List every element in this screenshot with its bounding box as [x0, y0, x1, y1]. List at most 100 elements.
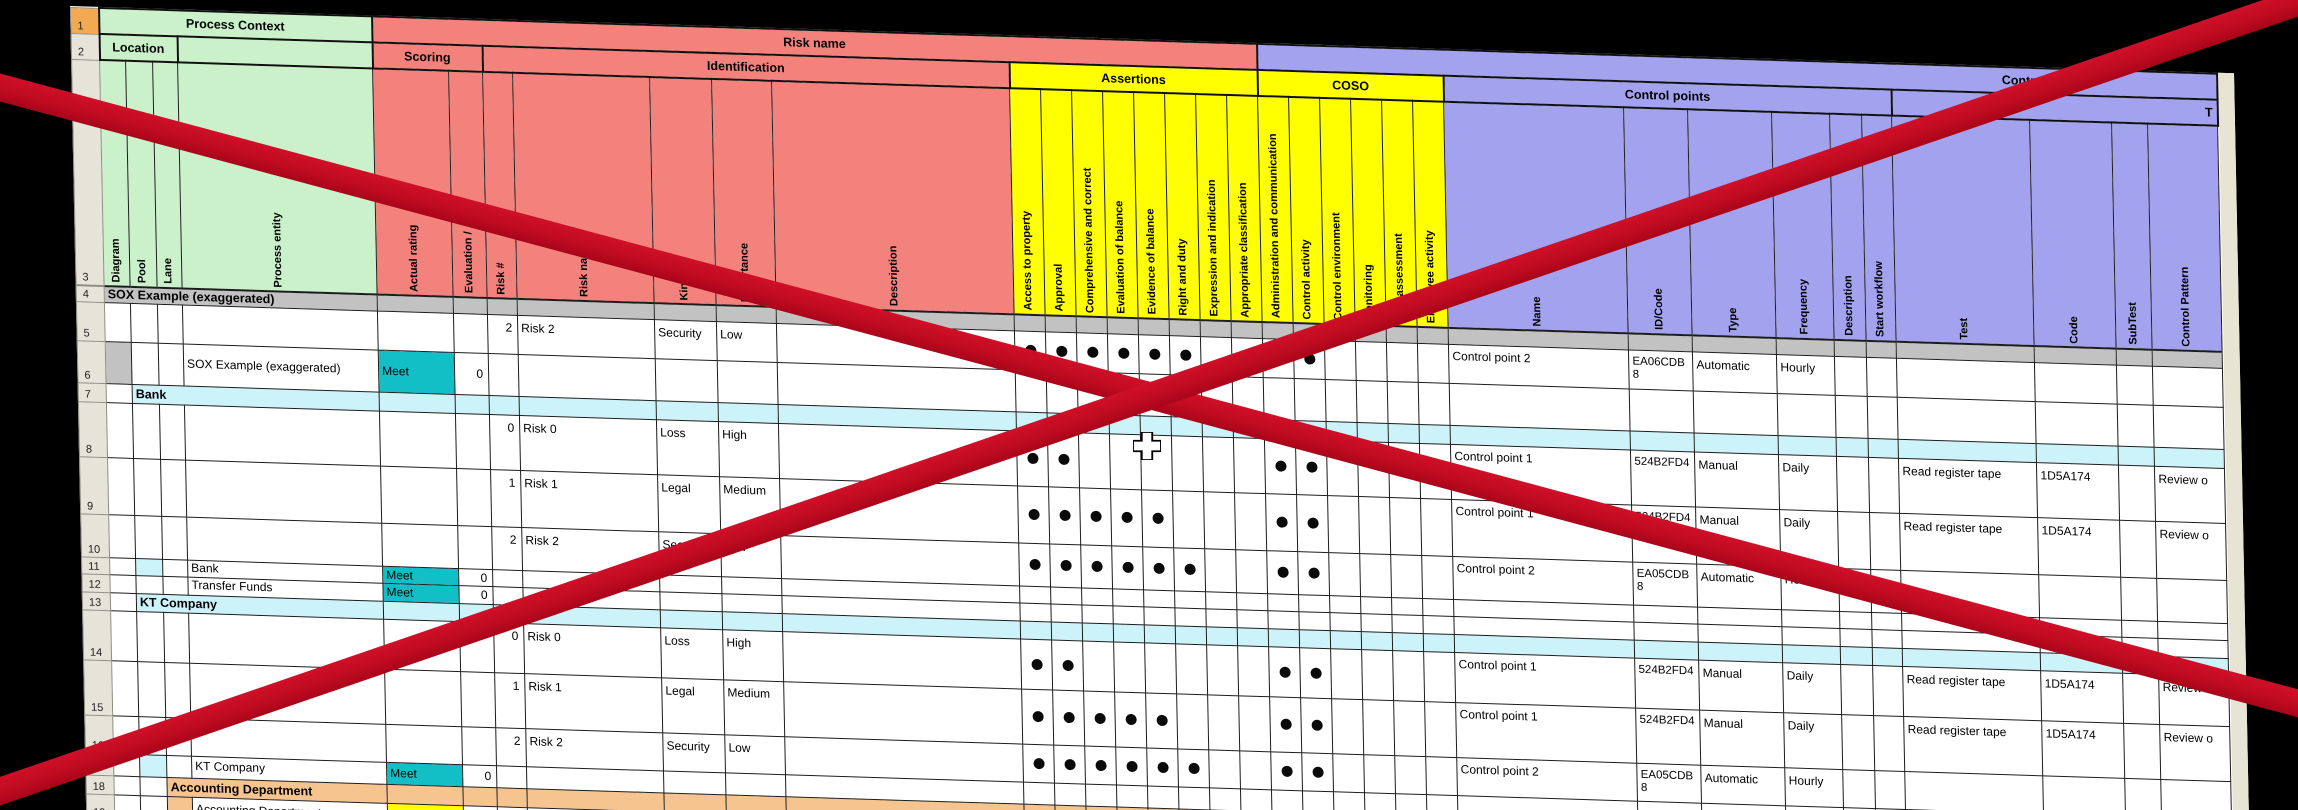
cell-r14-assertion-7[interactable]	[1206, 644, 1239, 696]
cell-r12-importance[interactable]	[721, 593, 783, 614]
cell-r14-lane[interactable]	[163, 611, 190, 663]
cell-r10-entity[interactable]	[186, 516, 383, 566]
cell-r8-entity[interactable]	[184, 404, 381, 466]
cell-r4-a5[interactable]	[1138, 318, 1170, 336]
col-header-control_points-3[interactable]: Frequency	[1771, 111, 1835, 340]
cell-r7-subtest[interactable]	[2118, 445, 2155, 466]
cell-r16-assertion-8[interactable]	[1239, 750, 1272, 790]
cell-r17-lane[interactable]	[166, 754, 192, 778]
cell-r6-cpfreq[interactable]	[1777, 393, 1837, 437]
row-number-12[interactable]: 12	[81, 573, 111, 593]
cell-r4-a7[interactable]	[1200, 320, 1232, 338]
col-header-assertions-2[interactable]: Comprehensive and correct	[1071, 90, 1108, 318]
cell-r6-c5[interactable]	[1387, 380, 1420, 424]
cell-r19-eval[interactable]: 0	[463, 805, 498, 810]
cell-r17-cpid[interactable]	[1637, 800, 1703, 810]
cell-r9-coso-2[interactable]	[1296, 494, 1329, 553]
cell-r10-eval[interactable]	[457, 525, 493, 570]
cell-r11-a8[interactable]	[1236, 592, 1269, 611]
cell-r18-a1[interactable]	[1023, 803, 1056, 810]
col-header-test-1[interactable]: Code	[2029, 119, 2117, 349]
cell-r10-lane[interactable]	[161, 515, 188, 560]
cell-r6-subtest[interactable]	[2117, 403, 2155, 447]
cell-r19-risknum[interactable]	[497, 806, 528, 810]
cell-r6-eval[interactable]: 0	[454, 351, 490, 396]
cell-r11-a4[interactable]	[1112, 588, 1144, 607]
cell-r13-importance[interactable]	[722, 611, 783, 632]
cell-r12-pool[interactable]	[135, 575, 164, 594]
cell-r15-coso-1[interactable]	[1269, 696, 1302, 753]
cell-r8-cpdesc[interactable]	[1836, 455, 1870, 512]
cell-r11-importance[interactable]	[721, 576, 782, 596]
cell-r5-entity[interactable]	[182, 304, 379, 350]
cell-r4-cpid[interactable]	[1628, 333, 1693, 352]
cell-r14-cpid[interactable]: 524B2FD4	[1634, 657, 1700, 710]
cell-r12-a3[interactable]	[1081, 604, 1114, 624]
cell-r13-a3[interactable]	[1082, 622, 1114, 642]
cell-r15-cpfreq[interactable]: Daily	[1783, 712, 1843, 770]
col-header-assertions-6[interactable]: Expression and indication	[1195, 93, 1232, 322]
cell-r11-a6[interactable]	[1174, 590, 1206, 609]
cell-r12-startwf[interactable]	[1872, 629, 1903, 648]
col-header-assertions-7[interactable]: Appropriate classification	[1226, 94, 1263, 323]
cell-r13-c3[interactable]	[1330, 630, 1362, 650]
cell-r5-cptype[interactable]: Automatic	[1692, 351, 1778, 394]
cell-r5-cpdesc[interactable]	[1834, 355, 1868, 396]
cell-r5-coso-5[interactable]	[1386, 341, 1419, 382]
col-header-coso-1[interactable]: Control activity	[1288, 96, 1325, 324]
cell-r5-cpname[interactable]: Control point 2	[1448, 343, 1630, 389]
row-number-10[interactable]: 10	[80, 513, 110, 558]
cell-r5-riskname[interactable]: Risk 2	[517, 314, 656, 359]
cell-r18-riskname[interactable]	[526, 788, 665, 810]
cell-r8-diagram[interactable]	[106, 402, 134, 458]
cell-r8-assertion-6[interactable]	[1171, 435, 1204, 492]
col-header-scoring-1[interactable]: Evaluation /	[448, 70, 488, 298]
cell-r13-cpid[interactable]	[1634, 639, 1699, 660]
cell-r15-assertion-8[interactable]	[1238, 695, 1271, 752]
cell-r16-coso-5[interactable]	[1394, 755, 1427, 795]
cell-r7-pattern[interactable]	[2154, 446, 2225, 468]
cell-r9-diagram[interactable]	[107, 457, 135, 516]
cell-r14-pool[interactable]	[136, 611, 165, 662]
cell-r18-kind[interactable]	[663, 792, 727, 810]
cell-r18-a2[interactable]	[1054, 804, 1087, 810]
cell-r17-c1[interactable]	[1271, 789, 1304, 810]
cell-r14-coso-4[interactable]	[1361, 649, 1394, 701]
cell-r4-a4[interactable]	[1107, 317, 1139, 335]
cell-r18-rating[interactable]	[386, 783, 464, 806]
cell-r7-rating[interactable]	[379, 391, 456, 413]
cell-r8-pattern[interactable]: Review o	[2154, 465, 2226, 524]
cell-r8-assertion-8[interactable]	[1233, 437, 1266, 494]
cell-r9-test[interactable]: Read register tape	[1899, 512, 2039, 575]
cell-r4-kind[interactable]	[654, 303, 717, 322]
cell-r6-importance[interactable]	[717, 360, 779, 405]
cell-r10-code[interactable]	[2038, 574, 2122, 620]
cell-r6-diagram[interactable]	[105, 341, 133, 384]
cell-r16-assertion-4[interactable]	[1115, 746, 1148, 786]
cell-r15-coso-4[interactable]	[1362, 699, 1395, 756]
cell-r16-test[interactable]	[1904, 771, 2044, 810]
cell-r6-kind[interactable]	[655, 358, 719, 403]
cell-r15-assertion-6[interactable]	[1176, 693, 1209, 750]
cell-r11-c3[interactable]	[1329, 595, 1362, 614]
cell-r18-eval[interactable]	[462, 786, 498, 807]
cell-r13-a6[interactable]	[1175, 625, 1207, 645]
cell-r17-a1[interactable]	[1023, 781, 1055, 805]
cell-r9-coso-4[interactable]	[1358, 496, 1391, 555]
cell-r7-cpdesc[interactable]	[1836, 436, 1869, 457]
cell-r12-a5[interactable]	[1143, 606, 1176, 626]
cell-r14-kind[interactable]: Loss	[660, 627, 724, 680]
cell-r14-assertion-2[interactable]	[1051, 639, 1084, 691]
cell-r15-assertion-1[interactable]	[1021, 688, 1054, 745]
cell-r16-pattern[interactable]	[2160, 778, 2232, 810]
cell-r14-assertion-8[interactable]	[1237, 645, 1270, 697]
cell-r15-cptype[interactable]: Manual	[1699, 709, 1785, 768]
cell-r17-pool[interactable]	[139, 754, 167, 778]
row-number-15[interactable]: 15	[83, 659, 113, 716]
cell-r13-a4[interactable]	[1113, 623, 1145, 643]
cell-r8-cpid[interactable]: 524B2FD4	[1630, 449, 1696, 507]
rating-cell-r17[interactable]: Meet	[386, 761, 463, 787]
row-number-7[interactable]: 7	[78, 382, 107, 403]
cell-r12-c5[interactable]	[1392, 614, 1424, 634]
cell-r17-c5[interactable]	[1395, 793, 1428, 810]
